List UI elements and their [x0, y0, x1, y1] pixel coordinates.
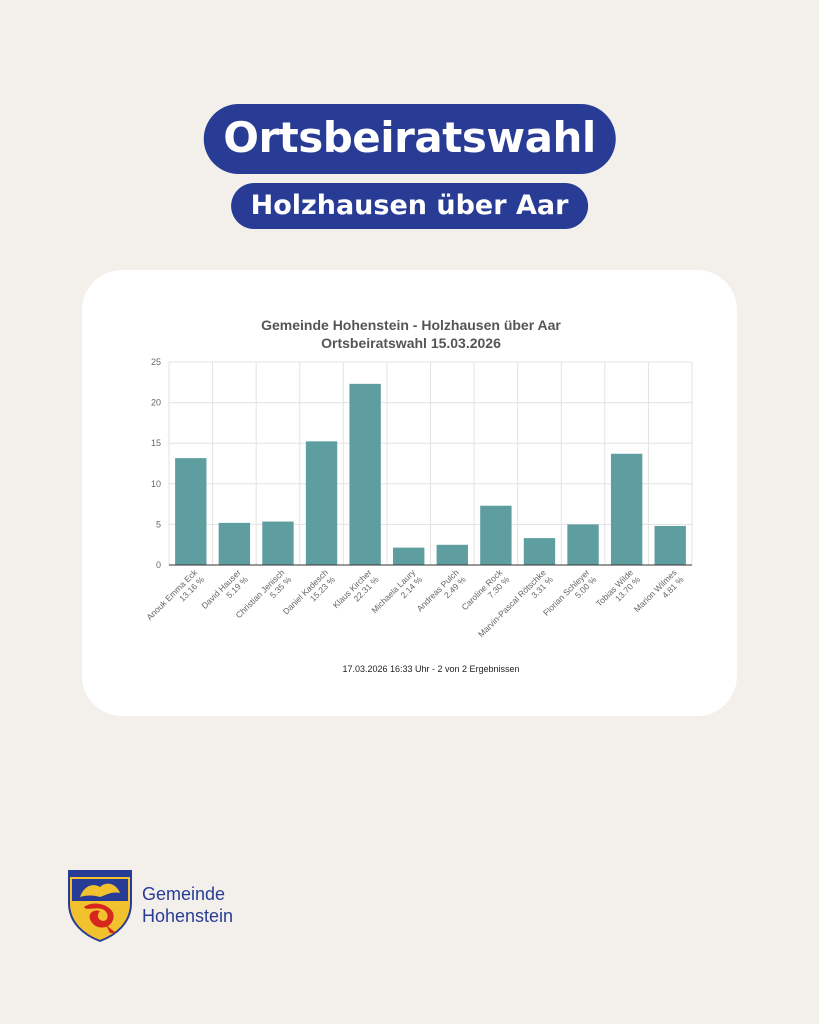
chart-card: Gemeinde Hohenstein - Holzhausen über Aa…: [82, 270, 737, 716]
axes: 0 5 10 15 20 25: [151, 357, 692, 570]
page-title: Ortsbeiratswahl: [203, 104, 616, 174]
y-tick-label: 25: [151, 357, 161, 367]
brand-line-1: Gemeinde: [142, 884, 226, 904]
chart-title: Gemeinde Hohenstein - Holzhausen über Aa…: [261, 317, 561, 333]
bar: [218, 522, 251, 565]
y-tick-label: 5: [156, 519, 161, 529]
bar: [262, 521, 294, 565]
bar: [654, 525, 686, 565]
bars: [175, 383, 686, 565]
bar-chart: Gemeinde Hohenstein - Holzhausen über Aa…: [144, 317, 693, 674]
brand: Gemeinde Hohenstein: [66, 867, 326, 943]
grid: [168, 361, 693, 565]
y-tick-label: 0: [156, 560, 161, 570]
bar: [436, 544, 468, 565]
y-tick-label: 10: [151, 479, 161, 489]
chart-subtitle: Ortsbeiratswahl 15.03.2026: [321, 335, 501, 351]
bar: [305, 441, 338, 565]
bar: [349, 383, 381, 565]
coat-of-arms-icon: [68, 870, 132, 943]
brand-line-2: Hohenstein: [142, 906, 234, 926]
chart-footnote: 17.03.2026 16:33 Uhr - 2 von 2 Ergebniss…: [342, 664, 519, 674]
bar: [480, 505, 512, 565]
bar: [610, 453, 643, 565]
y-tick-label: 20: [151, 398, 161, 408]
y-tick-label: 15: [151, 438, 161, 448]
bar: [567, 524, 599, 565]
bar: [175, 458, 207, 565]
brand-name: Gemeinde Hohenstein: [142, 883, 233, 927]
page-subtitle: Holzhausen über Aar: [230, 183, 589, 229]
bar: [393, 547, 425, 565]
bar: [523, 538, 556, 565]
